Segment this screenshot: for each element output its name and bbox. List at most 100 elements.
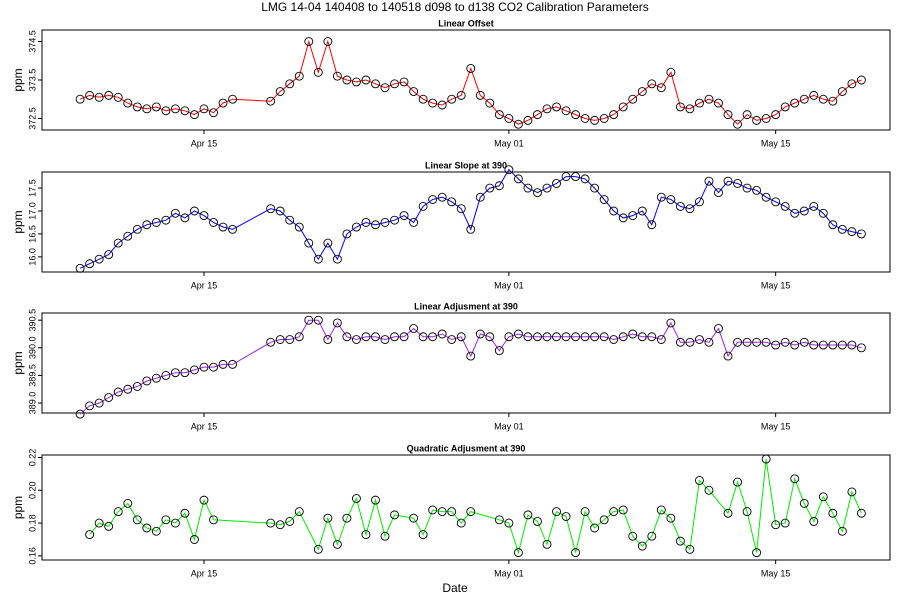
data-point	[847, 487, 857, 497]
data-point	[199, 211, 209, 221]
data-point	[828, 96, 838, 106]
y-axis-title: ppm	[11, 68, 25, 91]
data-point	[371, 495, 380, 505]
data-point	[675, 201, 685, 211]
data-point	[199, 104, 209, 114]
data-point	[571, 332, 581, 342]
data-point	[656, 83, 666, 93]
data-point	[837, 87, 847, 96]
panel-title: Linear Adjusment at 390	[414, 301, 518, 311]
data-point	[132, 102, 142, 112]
data-point	[771, 520, 781, 530]
data-point	[409, 513, 419, 523]
data-point	[599, 195, 609, 204]
y-tick-label: 390.0	[27, 337, 37, 360]
data-point	[637, 87, 647, 96]
data-point	[390, 79, 399, 89]
x-tick-label: May 01	[494, 568, 524, 578]
data-point	[151, 526, 161, 536]
data-point	[123, 498, 133, 508]
y-tick-label: 390.5	[27, 309, 37, 332]
data-point	[580, 114, 590, 123]
y-tick-label: 0.22	[27, 449, 37, 467]
data-point	[351, 77, 361, 87]
data-point	[599, 515, 609, 525]
data-point	[533, 516, 542, 526]
y-tick-label: 373.5	[27, 69, 37, 92]
y-tick-label: 389.0	[27, 392, 37, 415]
data-point	[533, 188, 542, 198]
data-point	[142, 376, 152, 386]
data-point	[466, 351, 476, 361]
data-point	[599, 114, 609, 123]
data-point	[371, 79, 380, 89]
data-point	[475, 90, 485, 100]
data-point	[170, 104, 180, 114]
y-tick-label: 17.5	[27, 179, 37, 197]
data-point	[818, 492, 828, 502]
data-point	[275, 206, 285, 216]
data-point	[380, 335, 390, 344]
data-point	[285, 215, 295, 225]
data-point	[637, 541, 647, 551]
data-point	[447, 335, 457, 344]
data-point	[456, 332, 466, 342]
data-point	[685, 104, 695, 114]
x-tick-label: May 15	[761, 138, 791, 148]
data-point	[85, 259, 95, 269]
data-point	[552, 507, 561, 517]
y-tick-label: 16.5	[27, 225, 37, 243]
data-point	[161, 515, 171, 525]
data-point	[456, 90, 466, 100]
data-point	[437, 507, 447, 517]
data-point	[294, 332, 304, 342]
data-point	[856, 75, 866, 85]
data-point	[228, 94, 238, 104]
data-point	[790, 474, 800, 484]
data-point	[390, 332, 399, 342]
data-point	[666, 513, 676, 523]
data-point	[609, 110, 619, 120]
data-point	[856, 343, 866, 353]
data-point	[323, 238, 333, 248]
y-tick-label: 0.20	[27, 482, 37, 500]
x-tick-label: Apr 15	[191, 138, 218, 148]
data-point	[685, 544, 695, 554]
data-point	[437, 100, 447, 110]
data-point	[189, 206, 199, 216]
panel-title: Linear Slope at 390	[425, 160, 507, 170]
data-point	[790, 98, 800, 108]
plot-frame	[41, 454, 891, 561]
data-point	[809, 516, 819, 526]
data-point	[704, 337, 714, 347]
series-line	[89, 459, 862, 555]
data-point	[94, 518, 104, 528]
data-point	[332, 71, 342, 81]
data-point	[704, 94, 714, 104]
data-point	[561, 332, 571, 342]
data-point	[85, 90, 95, 100]
data-point	[704, 176, 714, 186]
data-point	[837, 526, 847, 536]
data-point	[218, 359, 228, 369]
data-point	[342, 75, 352, 85]
data-point	[304, 37, 314, 46]
data-point	[342, 332, 352, 342]
x-tick-label: Apr 15	[191, 280, 218, 290]
data-point	[104, 521, 114, 531]
data-point	[313, 67, 323, 77]
data-point	[418, 201, 428, 211]
data-point	[428, 332, 438, 342]
data-point	[332, 539, 342, 549]
data-point	[571, 548, 581, 558]
data-point	[104, 393, 114, 402]
data-point	[132, 515, 142, 525]
data-point	[780, 201, 790, 211]
data-point	[761, 454, 771, 464]
data-point	[113, 507, 123, 517]
plot-frame	[41, 312, 891, 414]
data-point	[209, 108, 218, 118]
data-point	[552, 102, 561, 112]
data-point	[485, 332, 495, 342]
data-point	[580, 332, 590, 342]
